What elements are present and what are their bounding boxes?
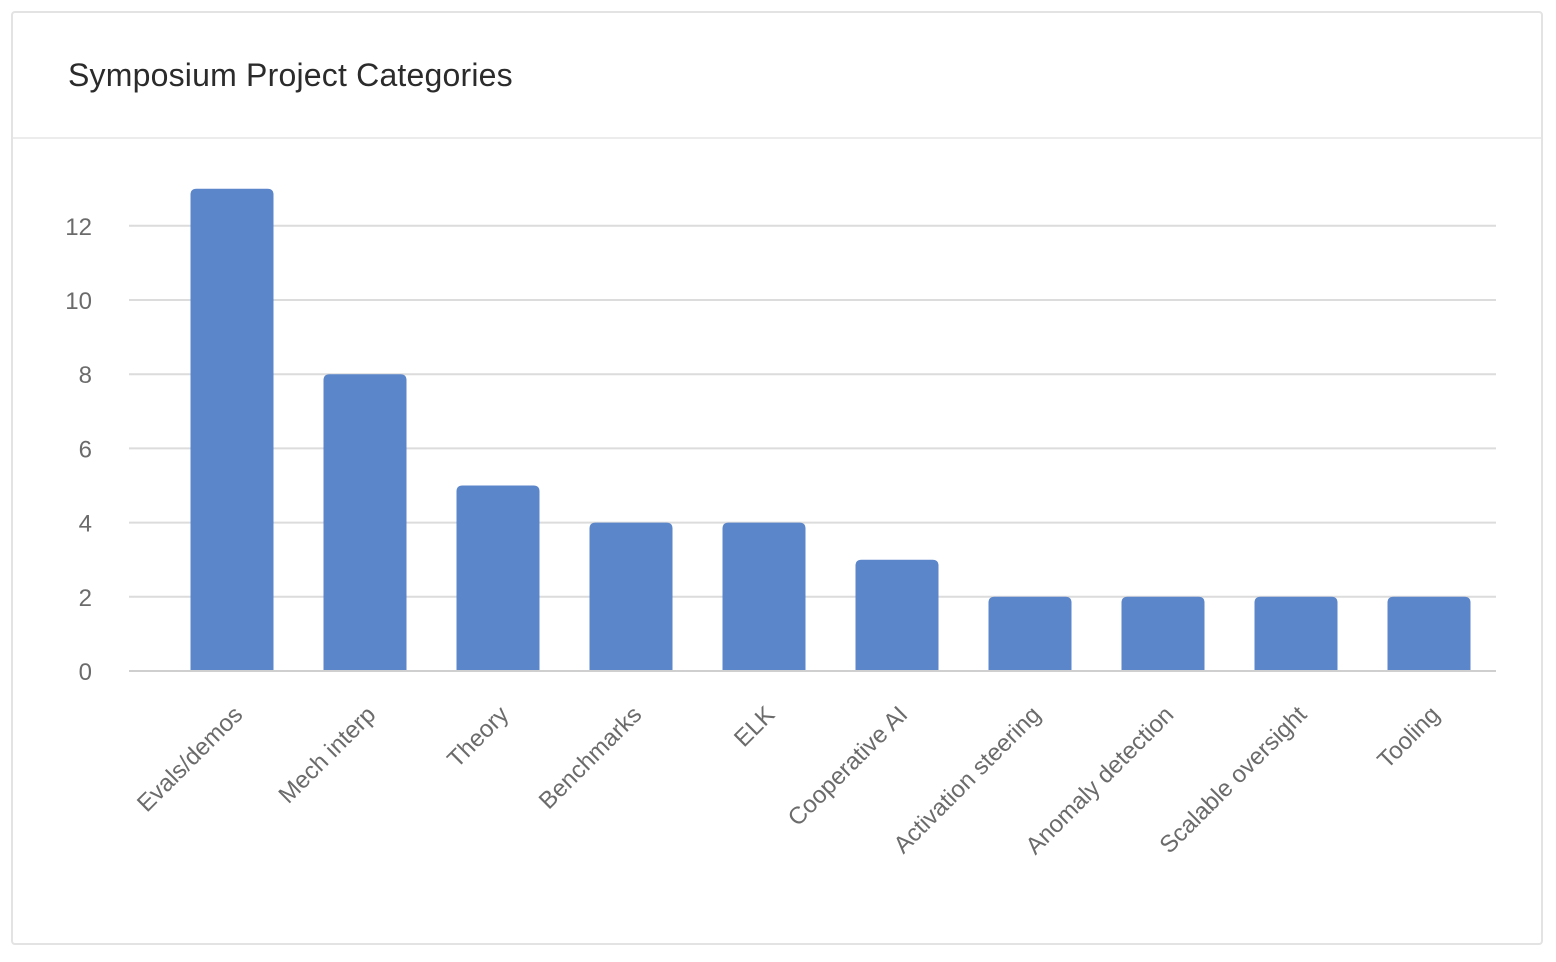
x-category-label: Benchmarks (534, 701, 647, 814)
y-tick-label: 8 (79, 362, 92, 389)
bar-1 (323, 374, 407, 671)
bar-6 (988, 596, 1072, 671)
bar-4 (722, 522, 806, 671)
y-tick-label: 12 (65, 214, 92, 241)
x-category-label: ELK (729, 701, 780, 752)
x-category-label: Scalable oversight (1154, 701, 1312, 859)
y-tick-label: 0 (79, 659, 92, 686)
y-tick-label: 4 (79, 511, 92, 538)
x-category-label: Evals/demos (132, 701, 248, 817)
x-category-label: Anomaly detection (1021, 701, 1180, 860)
y-tick-label: 10 (65, 288, 92, 315)
bar-8 (1254, 596, 1338, 671)
y-tick-label: 2 (79, 585, 92, 612)
x-category-label: Cooperative AI (783, 701, 913, 831)
bar-0 (190, 188, 274, 671)
bar-9 (1387, 596, 1471, 671)
bar-7 (1121, 596, 1205, 671)
x-category-label: Theory (442, 701, 514, 773)
x-category-label: Tooling (1372, 701, 1445, 774)
bar-2 (456, 485, 540, 671)
x-category-label: Activation steering (888, 701, 1046, 859)
x-category-label: Mech interp (273, 701, 381, 809)
chart-title: Symposium Project Categories (68, 57, 513, 93)
y-tick-label: 6 (79, 436, 92, 463)
bar-5 (855, 559, 939, 671)
bar-3 (589, 522, 673, 671)
card-header: Symposium Project Categories (13, 13, 1541, 139)
